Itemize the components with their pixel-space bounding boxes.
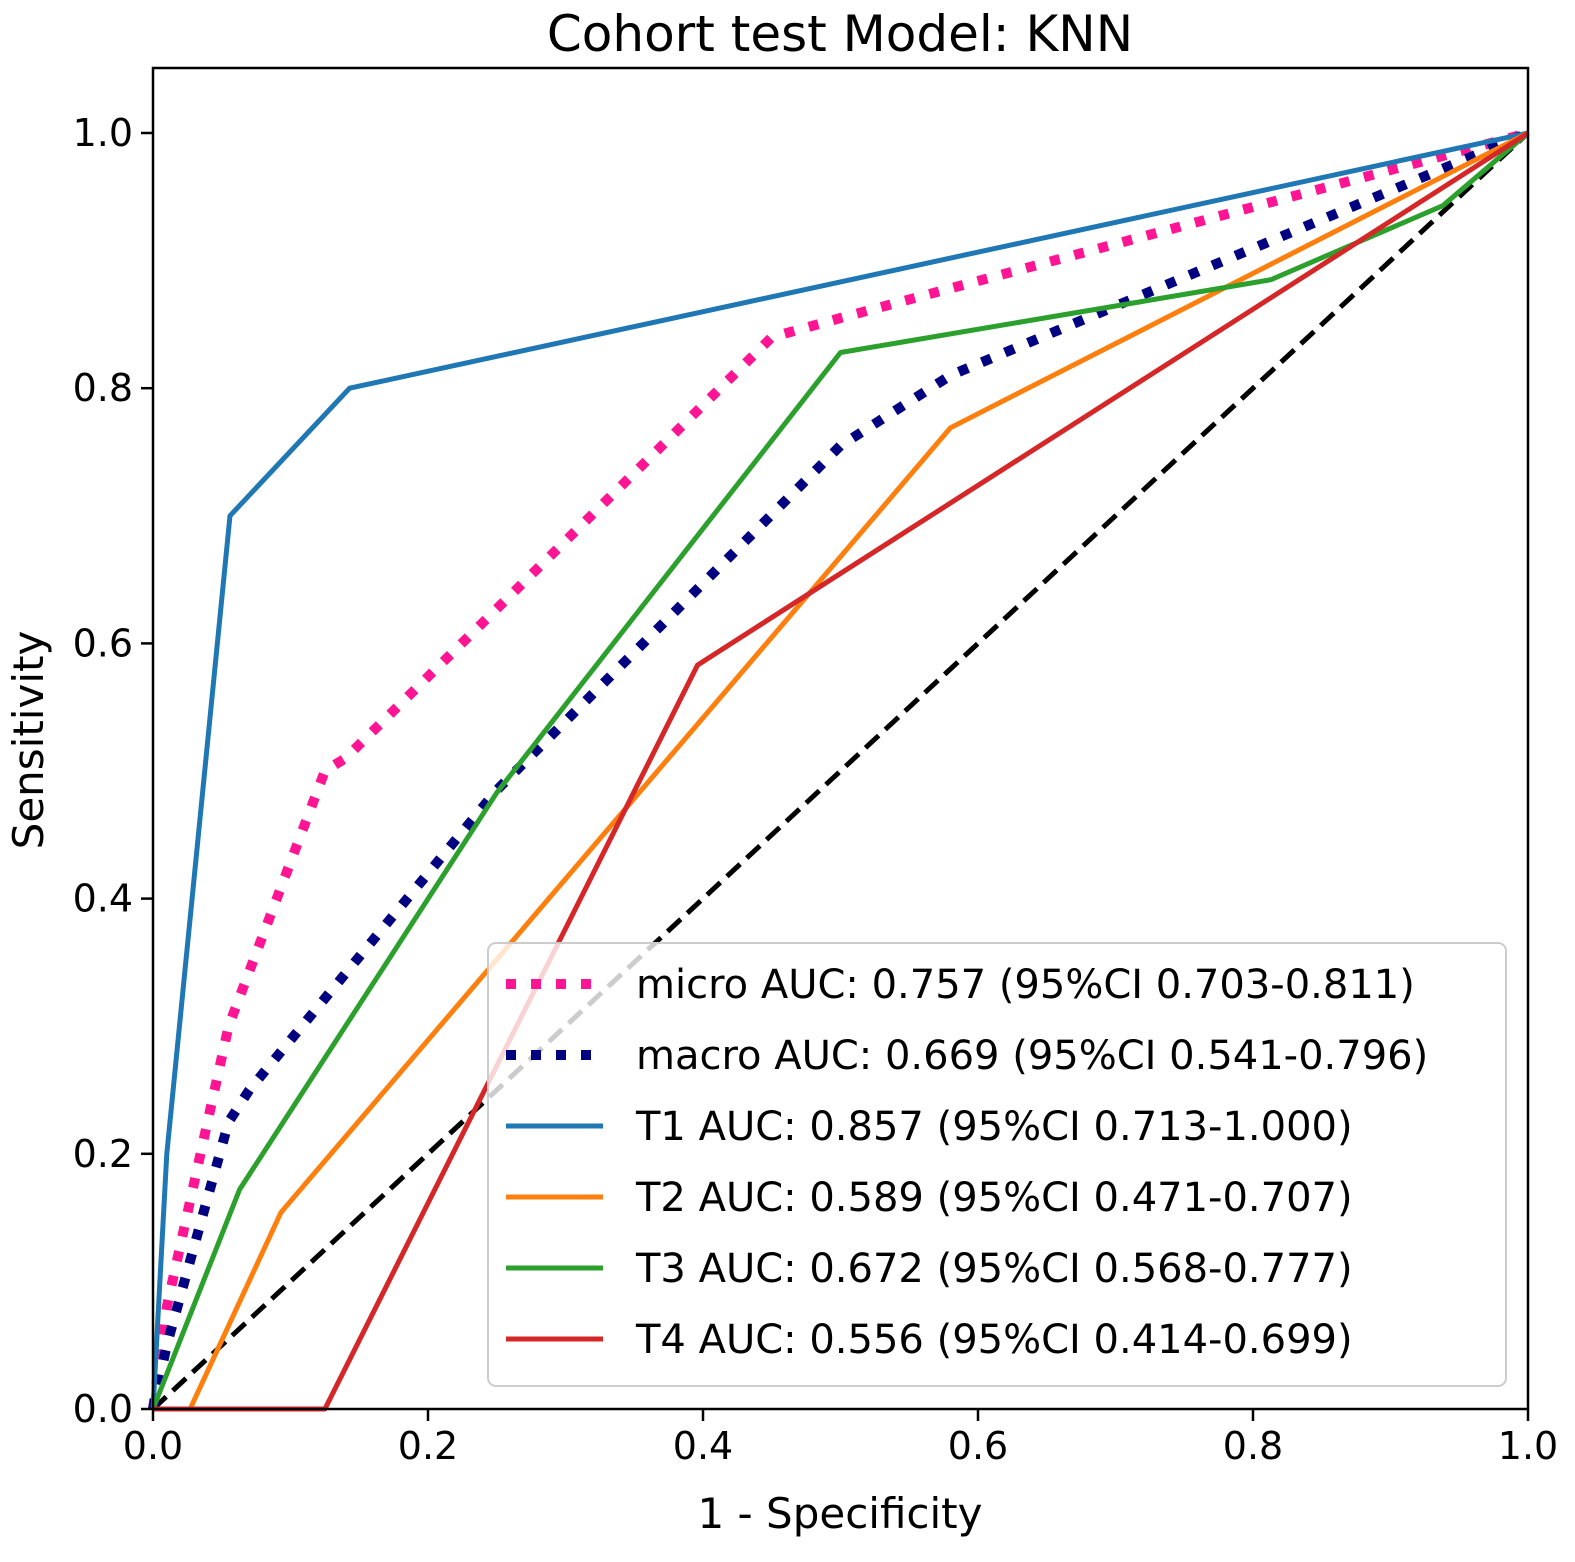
legend-label-T4: T4 AUC: 0.556 (95%CI 0.414-0.699) — [635, 1317, 1353, 1363]
y-tick-label: 0.6 — [73, 621, 133, 665]
legend: micro AUC: 0.757 (95%CI 0.703-0.811) macr… — [487, 942, 1507, 1387]
y-tick-label: 0.4 — [73, 877, 133, 921]
axes: 0.0 0.2 0.4 0.6 0.8 1.0 0.0 0.2 0.4 0.6 0.8 1.0 — [73, 66, 1558, 1468]
series-line-T1 — [150, 130, 1529, 1410]
x-tick-label: 0.8 — [1223, 1424, 1283, 1468]
legend-label-T1: T1 AUC: 0.857 (95%CI 0.713-1.000) — [635, 1104, 1353, 1150]
series-line-micro — [148, 128, 1530, 1410]
x-tick-label: 0.6 — [948, 1424, 1008, 1468]
x-tick-label: 1.0 — [1498, 1424, 1558, 1468]
x-axis-title: 1 - Specificity — [697, 1489, 982, 1538]
x-tick-label: 0.4 — [673, 1424, 733, 1468]
series-line-T3 — [150, 131, 1530, 1410]
y-tick-label: 0.8 — [73, 366, 133, 410]
y-tick-label: 1.0 — [73, 111, 133, 155]
legend-label-macro: macro AUC: 0.669 (95%CI 0.541-0.796) — [636, 1033, 1428, 1079]
y-axis-title: Sensitivity — [4, 631, 53, 850]
legend-label-micro: micro AUC: 0.757 (95%CI 0.703-0.811) — [636, 962, 1415, 1008]
axes-frame — [151, 66, 1530, 1411]
legend-box — [487, 942, 1507, 1387]
series-line-T2 — [187, 130, 1530, 1411]
y-tick-label: 0.2 — [73, 1132, 133, 1176]
series-line-macro — [148, 128, 1530, 1411]
x-tick-label: 0.0 — [123, 1424, 183, 1468]
y-tick-label: 0.0 — [73, 1387, 133, 1431]
legend-label-T2: T2 AUC: 0.589 (95%CI 0.471-0.707) — [635, 1175, 1353, 1221]
legend-label-T3: T3 AUC: 0.672 (95%CI 0.568-0.777) — [635, 1246, 1353, 1292]
series-line-chance — [151, 131, 1530, 1411]
chart-title: Cohort test Model: KNN — [547, 5, 1133, 63]
x-tick-label: 0.2 — [398, 1424, 458, 1468]
